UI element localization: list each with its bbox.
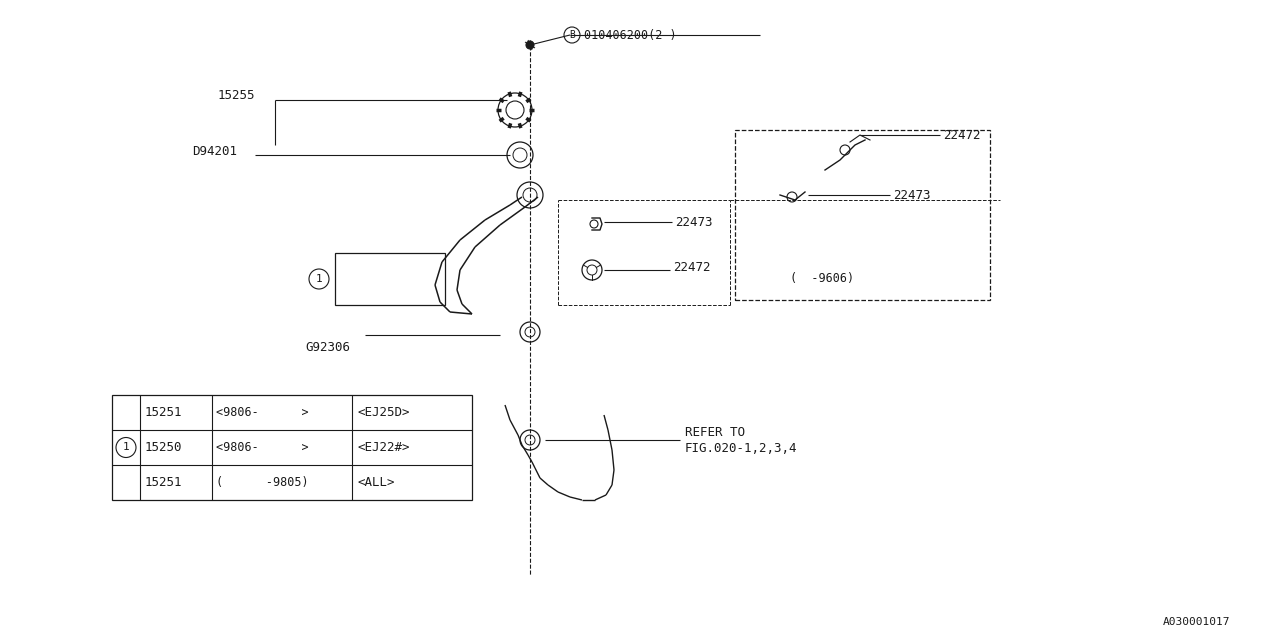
Text: 22473: 22473 <box>675 216 713 228</box>
Bar <box>735 130 989 300</box>
Text: G92306: G92306 <box>305 340 349 353</box>
Text: FIG.020-1,2,3,4: FIG.020-1,2,3,4 <box>685 442 797 454</box>
Text: (  -9606): ( -9606) <box>790 271 854 285</box>
Text: 22472: 22472 <box>943 129 980 141</box>
Text: 1: 1 <box>123 442 129 452</box>
Text: 15250: 15250 <box>145 441 183 454</box>
Text: <9806-      >: <9806- > <box>216 406 308 419</box>
Bar <box>113 395 472 500</box>
Text: 22473: 22473 <box>893 189 931 202</box>
Text: <EJ22#>: <EJ22#> <box>357 441 410 454</box>
Text: A030001017: A030001017 <box>1162 617 1230 627</box>
Text: <EJ25D>: <EJ25D> <box>357 406 410 419</box>
Text: 15251: 15251 <box>145 476 183 489</box>
Text: <ALL>: <ALL> <box>357 476 394 489</box>
Text: (      -9805): ( -9805) <box>216 476 308 489</box>
Text: B: B <box>570 30 575 40</box>
Text: 15251: 15251 <box>145 406 183 419</box>
Text: 1: 1 <box>316 274 323 284</box>
Text: D94201: D94201 <box>192 145 237 157</box>
Text: <9806-      >: <9806- > <box>216 441 308 454</box>
Text: 010406200(2 ): 010406200(2 ) <box>584 29 677 42</box>
Text: 15255: 15255 <box>218 88 256 102</box>
Bar <box>335 253 445 305</box>
Circle shape <box>526 41 534 49</box>
Text: 22472: 22472 <box>673 260 710 273</box>
Text: REFER TO: REFER TO <box>685 426 745 438</box>
